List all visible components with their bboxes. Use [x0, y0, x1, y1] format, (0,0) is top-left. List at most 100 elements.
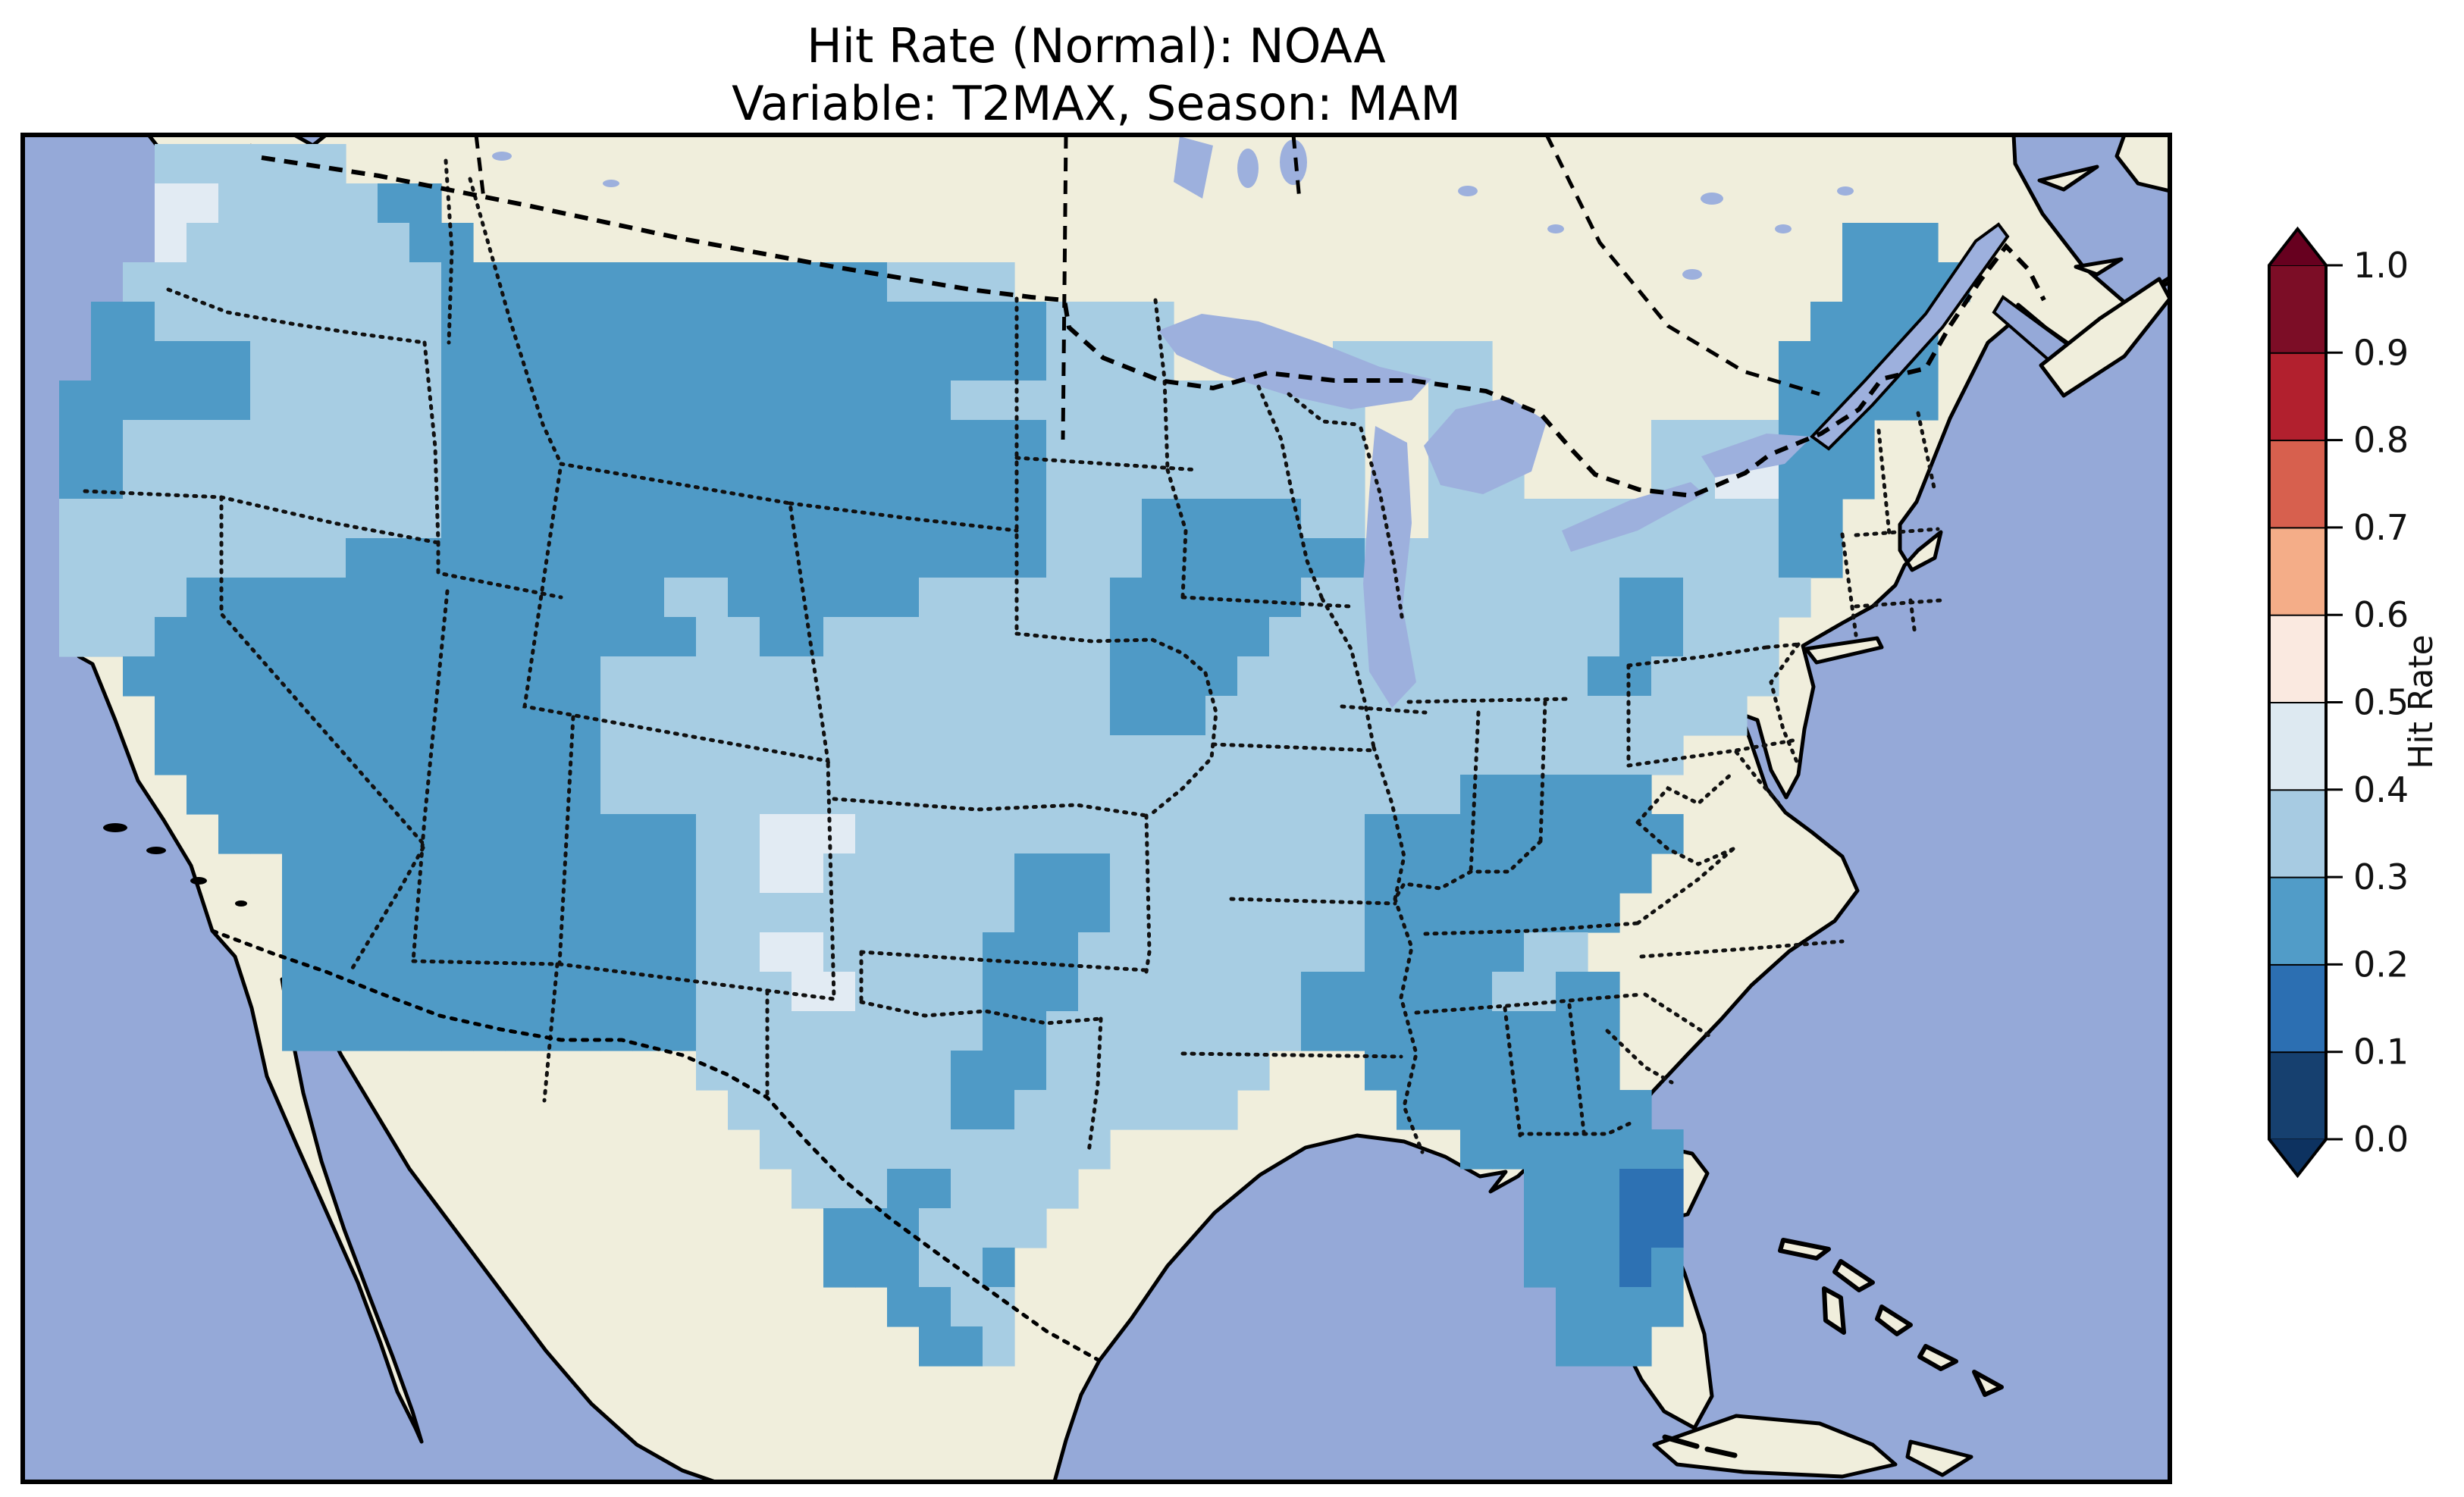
grid-cell: [1014, 696, 1047, 736]
colorbar-tick-label: 1.0: [2353, 245, 2409, 286]
grid-cell: [1205, 1011, 1238, 1051]
bahamas-island: [1917, 1344, 1958, 1371]
grid-cell: [1619, 1090, 1652, 1130]
grid-cell: [1174, 853, 1206, 894]
grid-cell: [441, 893, 474, 933]
grid-cell: [1301, 735, 1334, 775]
grid-cell: [728, 341, 760, 381]
grid-cell: [441, 775, 474, 815]
grid-cell: [855, 893, 888, 933]
grid-cell: [441, 972, 474, 1012]
grid-cell: [314, 459, 346, 500]
grid-cell: [569, 617, 601, 657]
lake: [1547, 224, 1564, 233]
grid-cell: [537, 302, 569, 342]
grid-cell: [409, 223, 442, 263]
grid-cell: [59, 538, 92, 578]
grid-cell: [1397, 1011, 1429, 1051]
grid-cell: [983, 735, 1015, 775]
colorbar: 0.0 0.1 0.2 0.3 0.4 0.5 0.6 0.7 0.8 0.9 1.0 Hit Ra…: [2268, 226, 2440, 1179]
grid-cell: [1524, 499, 1556, 539]
grid-cell: [1683, 578, 1716, 618]
grid-cell: [632, 578, 665, 618]
grid-cell: [91, 302, 124, 342]
grid-cell: [346, 775, 378, 815]
grid-cell: [951, 775, 983, 815]
grid-cell: [855, 656, 888, 697]
grid-cell: [473, 459, 506, 500]
lake-superior: [1158, 314, 1431, 409]
grid-cell: [346, 1011, 378, 1051]
grid-cell: [1779, 578, 1811, 618]
grid-cell: [250, 381, 283, 421]
grid-cell: [1014, 1051, 1047, 1091]
grid-cell: [728, 381, 760, 421]
bahamas-island: [1832, 1259, 1875, 1292]
nova-scotia: [2039, 277, 2170, 398]
grid-cell: [187, 499, 219, 539]
grid-cell: [218, 578, 251, 618]
grid-cell: [632, 538, 665, 578]
grid-cell: [1174, 1051, 1206, 1091]
grid-cell: [409, 972, 442, 1012]
grid-cell: [1014, 1090, 1047, 1130]
grid-cell: [91, 420, 124, 460]
grid-cell: [855, 1248, 888, 1288]
grid-cell: [1524, 578, 1556, 618]
grid-cell: [1014, 1129, 1047, 1170]
grid-cell: [1588, 617, 1620, 657]
grid-cell: [1110, 341, 1143, 381]
grid-cell: [282, 578, 315, 618]
grid-cell: [1301, 459, 1334, 500]
grid-cell: [1651, 1169, 1684, 1209]
lake: [1682, 269, 1702, 280]
grid-cell: [760, 499, 792, 539]
grid-cell: [1492, 1051, 1525, 1091]
grid-cell: [1779, 499, 1811, 539]
grid-cell: [792, 972, 824, 1012]
grid-cell: [983, 1208, 1015, 1248]
island-mark: [146, 847, 166, 854]
grid-cell: [983, 1011, 1015, 1051]
grid-cell: [1237, 932, 1270, 972]
grid-cell: [1110, 893, 1143, 933]
grid-cell: [1333, 972, 1365, 1012]
grid-cell: [951, 735, 983, 775]
grid-cell: [1110, 578, 1143, 618]
grid-cell: [983, 617, 1015, 657]
grid-cell: [600, 499, 633, 539]
grid-cell: [1492, 893, 1525, 933]
grid-cell: [696, 814, 729, 854]
grid-cell: [1078, 814, 1111, 854]
grid-cell: [569, 420, 601, 460]
grid-cell: [855, 538, 888, 578]
grid-cell: [760, 459, 792, 500]
grid-cell: [1556, 932, 1588, 972]
grid-cell: [250, 341, 283, 381]
grid-cell: [1428, 656, 1461, 697]
grid-cell: [473, 617, 506, 657]
grid-cell: [218, 459, 251, 500]
lake-ontario: [1701, 434, 1812, 478]
grid-cell: [1524, 1169, 1556, 1209]
grid-cell: [187, 183, 219, 224]
grid-cell: [1524, 893, 1556, 933]
grid-cell: [91, 341, 124, 381]
grid-cell: [473, 538, 506, 578]
grid-cell: [1205, 814, 1238, 854]
grid-cell: [1142, 381, 1174, 421]
grid-cell: [1174, 1011, 1206, 1051]
grid-cell: [1333, 853, 1365, 894]
grid-cell: [1014, 1208, 1047, 1248]
grid-cell: [91, 578, 124, 618]
grid-cell: [1014, 302, 1047, 342]
grid-cell: [187, 420, 219, 460]
grid-cell: [1683, 696, 1716, 736]
grid-cell: [1588, 696, 1620, 736]
grid-cell: [600, 578, 633, 618]
grid-cell: [664, 775, 697, 815]
grid-cell: [1014, 893, 1047, 933]
grid-cell: [887, 459, 920, 500]
grid-cell: [887, 1090, 920, 1130]
grid-cell: [887, 696, 920, 736]
